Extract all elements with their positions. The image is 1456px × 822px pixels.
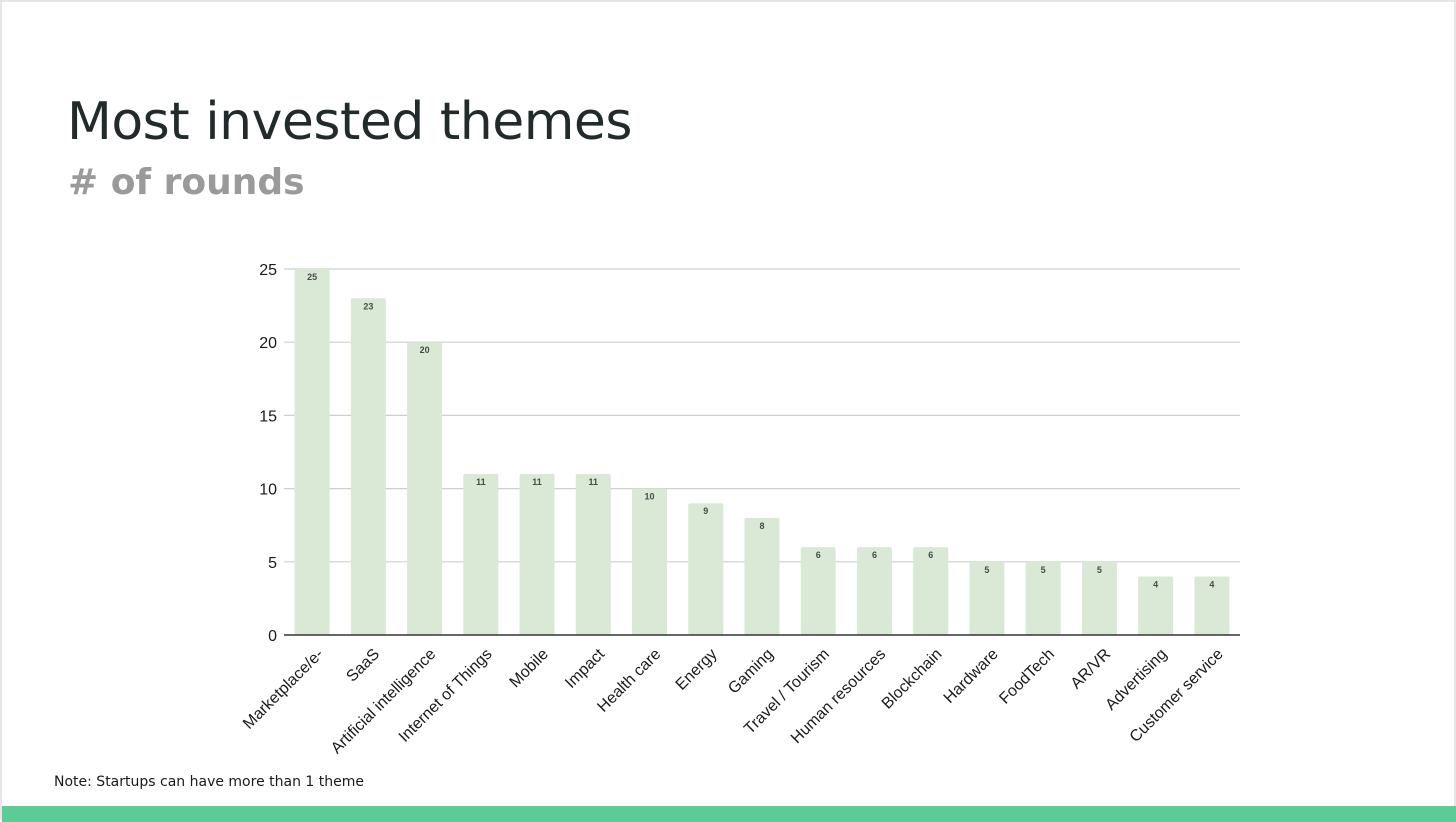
page-title: Most invested themes [67,92,632,152]
bar [969,561,1005,635]
bar [1194,576,1230,635]
data-label: 11 [532,477,542,487]
bar [800,547,836,635]
data-label: 25 [307,272,317,282]
data-label: 6 [928,550,933,560]
data-label: 6 [872,550,877,560]
footer-bar [2,806,1456,822]
x-tick-label: Hardware [941,646,1002,707]
x-tick-label: Gaming [725,646,777,698]
bar [1025,561,1061,635]
x-tick-label: FoodTech [996,646,1058,708]
data-label: 4 [1209,579,1214,589]
y-tick-label: 10 [259,482,277,499]
bar [688,503,724,635]
bar [407,342,443,635]
bar [744,517,780,635]
data-label: 23 [363,301,373,311]
bar [463,473,499,635]
bar [632,488,668,635]
bar [294,269,330,635]
data-label: 5 [984,565,989,575]
y-tick-label: 15 [259,408,277,425]
y-tick-label: 0 [268,628,277,645]
y-tick-label: 5 [268,555,277,572]
y-tick-label: 25 [259,262,277,279]
footnote: Note: Startups can have more than 1 them… [54,774,364,790]
data-label: 11 [589,477,599,487]
x-tick-label: Mobile [507,646,552,691]
bar [575,473,611,635]
x-tick-label: SaaS [343,646,383,686]
x-tick-label: Impact [562,645,608,691]
bar [913,547,949,635]
x-tick-label: Human resources [788,646,889,747]
bar [1081,561,1117,635]
bar [1138,576,1174,635]
data-label: 5 [1097,565,1102,575]
x-tick-label: Internet of Things [396,646,496,746]
data-label: 6 [816,550,821,560]
data-label: 10 [645,492,655,502]
x-tick-label: Blockchain [879,646,946,713]
bar [856,547,892,635]
x-tick-label: Marketplace/e- [240,646,327,733]
bar [350,298,386,635]
data-label: 9 [703,506,708,516]
data-label: 20 [420,345,430,355]
data-label: 8 [759,521,764,531]
data-label: 11 [476,477,486,487]
bar [519,473,555,635]
y-tick-label: 20 [259,335,277,352]
data-label: 5 [1041,565,1046,575]
x-tick-label: Energy [673,646,721,694]
x-tick-label: Artificial intelligence [328,646,439,757]
data-label: 4 [1153,579,1158,589]
x-tick-label: AR/VR [1068,646,1115,693]
x-tick-label: Customer service [1127,646,1227,746]
page-subtitle: # of rounds [68,162,305,203]
